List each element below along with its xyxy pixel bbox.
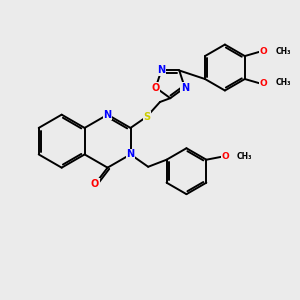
Text: CH₃: CH₃ bbox=[275, 46, 291, 56]
Text: N: N bbox=[127, 149, 135, 159]
Text: CH₃: CH₃ bbox=[275, 78, 291, 87]
Text: CH₃: CH₃ bbox=[237, 152, 253, 161]
Text: O: O bbox=[260, 47, 268, 56]
Text: O: O bbox=[91, 179, 99, 189]
Text: O: O bbox=[260, 79, 268, 88]
Text: N: N bbox=[103, 110, 112, 120]
Text: N: N bbox=[181, 82, 189, 93]
Text: N: N bbox=[157, 65, 165, 76]
Text: O: O bbox=[152, 82, 160, 93]
Text: O: O bbox=[221, 152, 229, 161]
Text: S: S bbox=[143, 112, 150, 122]
